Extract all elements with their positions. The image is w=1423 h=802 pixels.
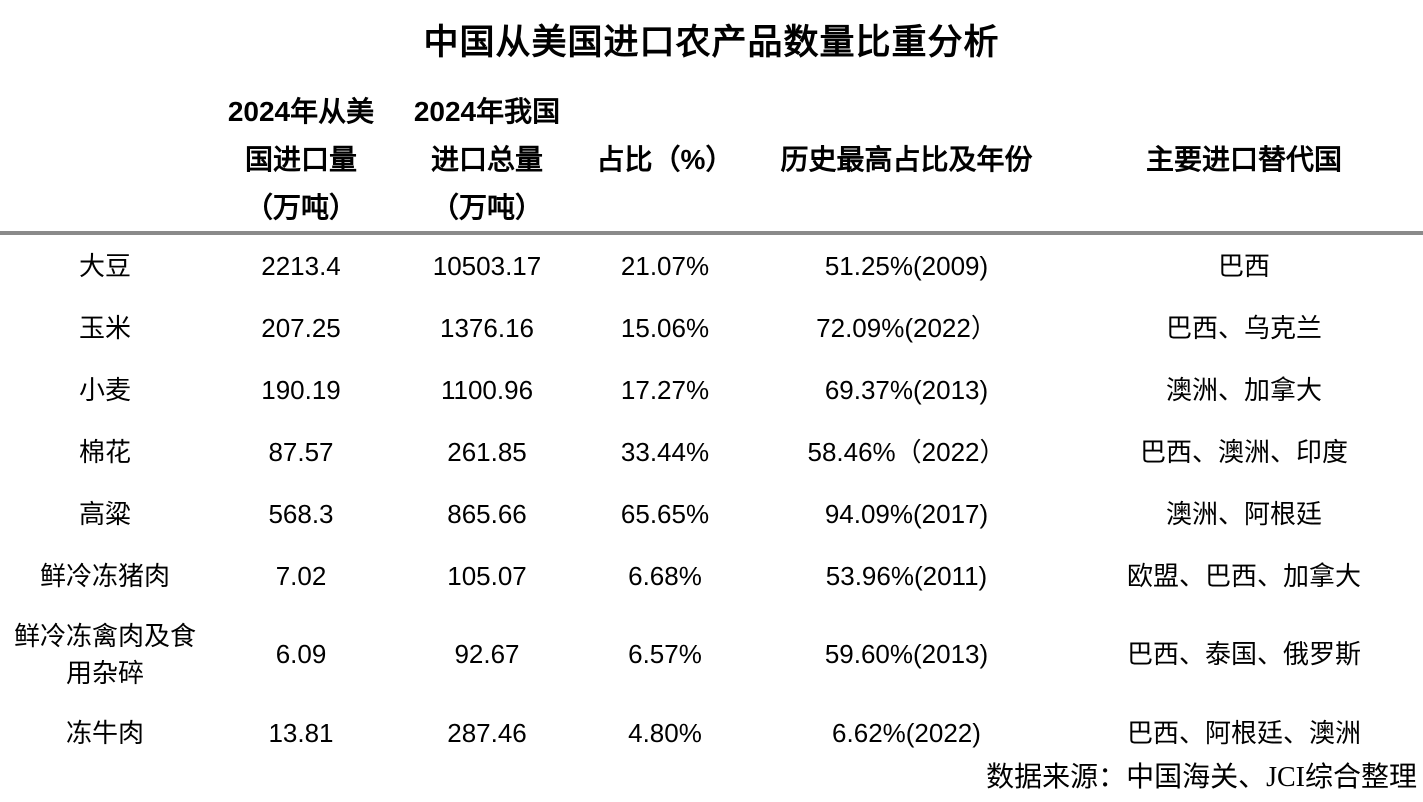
cell-share: 33.44% [620, 436, 710, 467]
table-row: 鲜冷冻禽肉及食用杂碎 6.09 92.67 6.57% 59.60%(2013)… [0, 607, 1423, 702]
cell-substitutes: 巴西、澳洲、印度 [1139, 436, 1348, 467]
cell-total-import: 105.07 [447, 560, 527, 591]
cell-us-import: 568.3 [268, 498, 334, 529]
cell-total-import: 261.85 [447, 436, 527, 467]
table-row: 玉米 207.25 1376.16 15.06% 72.09%(2022） 巴西… [0, 297, 1423, 359]
cell-us-import: 13.81 [268, 717, 334, 748]
header-cell-us-import: 2024年从美 国进口量 （万吨） [210, 88, 392, 232]
table-row: 鲜冷冻猪肉 7.02 105.07 6.68% 53.96%(2011) 欧盟、… [0, 545, 1423, 607]
cell-total-import: 865.66 [447, 498, 527, 529]
cell-historical-max: 72.09%(2022） [816, 312, 997, 343]
cell-us-import: 7.02 [275, 560, 327, 591]
header-cell-total-import: 2024年我国 进口总量 （万吨） [392, 88, 582, 232]
cell-total-import: 1100.96 [440, 374, 534, 405]
table-row: 高粱 568.3 865.66 65.65% 94.09%(2017) 澳洲、阿… [0, 483, 1423, 545]
table-row: 冻牛肉 13.81 287.46 4.80% 6.62%(2022) 巴西、阿根… [0, 702, 1423, 764]
page-title: 中国从美国进口农产品数量比重分析 [423, 23, 1000, 62]
cell-product: 大豆 [78, 250, 131, 281]
cell-share: 65.65% [620, 498, 710, 529]
cell-substitutes: 巴西、泰国、俄罗斯 [1126, 639, 1361, 669]
header-us-import-line1: 2024年从美 [227, 96, 375, 127]
header-cell-substitutes: 主要进口替代国 [1145, 144, 1342, 175]
cell-historical-max: 53.96%(2011) [825, 560, 988, 591]
cell-historical-max: 6.62%(2022) [832, 717, 981, 748]
cell-substitutes: 巴西、乌克兰 [1165, 312, 1322, 343]
cell-us-import: 6.09 [275, 639, 327, 669]
cell-historical-max: 94.09%(2017) [824, 498, 989, 529]
cell-us-import: 190.19 [261, 374, 341, 405]
header-cell-historical-max: 历史最高占比及年份 [780, 144, 1033, 175]
cell-total-import: 10503.17 [432, 250, 542, 281]
cell-substitutes: 澳洲、加拿大 [1165, 374, 1322, 405]
table-header-row: 2024年从美 国进口量 （万吨） 2024年我国 进口总量 （万吨） 占比（%… [0, 88, 1423, 232]
header-total-import-line2: 进口总量 [430, 144, 543, 175]
cell-product: 棉花 [78, 436, 131, 467]
cell-substitutes: 巴西、阿根廷、澳洲 [1126, 717, 1361, 748]
cell-us-import: 87.57 [268, 436, 334, 467]
cell-product: 鲜冷冻猪肉 [39, 560, 170, 591]
table-row: 大豆 2213.4 10503.17 21.07% 51.25%(2009) 巴… [0, 235, 1423, 297]
header-divider-line [0, 231, 1423, 235]
cell-substitutes: 欧盟、巴西、加拿大 [1126, 560, 1361, 591]
data-source-note: 数据来源：中国海关、JCI综合整理 [986, 762, 1417, 793]
cell-us-import: 207.25 [261, 312, 341, 343]
cell-share: 15.06% [620, 312, 710, 343]
cell-share: 21.07% [620, 250, 710, 281]
cell-total-import: 1376.16 [440, 312, 534, 343]
cell-historical-max: 51.25%(2009) [824, 250, 989, 281]
cell-historical-max: 58.46%（2022） [807, 436, 1006, 467]
table-row: 小麦 190.19 1100.96 17.27% 69.37%(2013) 澳洲… [0, 359, 1423, 421]
cell-product: 鲜冷冻禽肉及食用杂碎 [13, 620, 196, 688]
cell-product: 高粱 [78, 498, 131, 529]
cell-substitutes: 巴西 [1217, 250, 1270, 281]
table-body: 大豆 2213.4 10503.17 21.07% 51.25%(2009) 巴… [0, 235, 1423, 764]
cell-us-import: 2213.4 [261, 250, 341, 281]
cell-historical-max: 59.60%(2013) [824, 639, 989, 669]
cell-total-import: 92.67 [454, 639, 520, 669]
cell-share: 17.27% [620, 374, 710, 405]
header-us-import-line3: （万吨） [244, 192, 357, 223]
cell-product: 小麦 [78, 374, 131, 405]
header-cell-product [0, 88, 210, 232]
table-row: 棉花 87.57 261.85 33.44% 58.46%（2022） 巴西、澳… [0, 421, 1423, 483]
cell-total-import: 287.46 [447, 717, 527, 748]
cell-substitutes: 澳洲、阿根廷 [1165, 498, 1322, 529]
cell-share: 6.68% [628, 560, 702, 591]
cell-share: 6.57% [628, 639, 702, 669]
cell-product: 玉米 [78, 312, 131, 343]
cell-share: 4.80% [628, 717, 702, 748]
cell-historical-max: 69.37%(2013) [824, 374, 989, 405]
header-total-import-line1: 2024年我国 [413, 96, 561, 127]
header-us-import-line2: 国进口量 [244, 144, 357, 175]
header-total-import-line3: （万吨） [430, 192, 543, 223]
header-cell-share: 占比（%） [596, 144, 734, 175]
cell-product: 冻牛肉 [65, 717, 144, 748]
